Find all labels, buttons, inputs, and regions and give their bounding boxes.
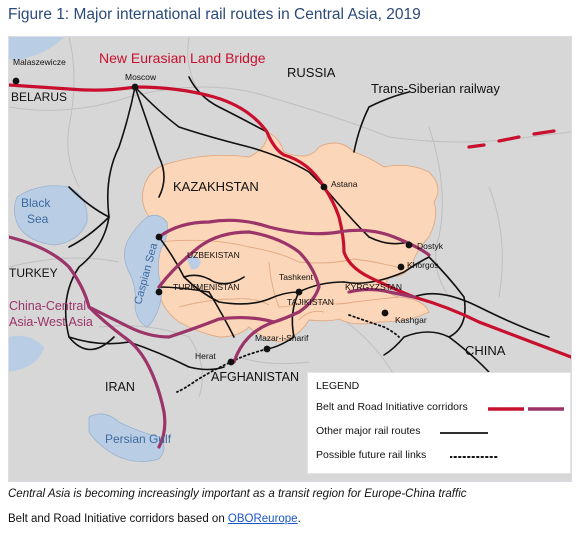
label-black-sea-1: Black (21, 196, 51, 210)
figure-caption: Central Asia is becoming increasingly im… (8, 488, 467, 500)
black-sea (14, 185, 88, 246)
legend-title: LEGEND (316, 380, 360, 392)
source-suffix: . (297, 513, 301, 525)
khorgos-dot (397, 263, 405, 271)
label-persian-gulf: Persian Gulf (105, 432, 172, 446)
mediterranean (9, 335, 44, 372)
label-belarus: BELARUS (11, 90, 67, 104)
turkmenbashi-dot (155, 288, 163, 296)
label-kyrgyzstan: KYRGYZSTAN (345, 282, 402, 292)
kashgar-dot (381, 309, 389, 317)
legend-other: Other major rail routes (316, 425, 420, 437)
label-khorgos: Khorgos (407, 260, 439, 270)
astana-dot (320, 183, 328, 191)
aral-sea (187, 255, 201, 270)
caspian-sea (124, 214, 168, 328)
label-iran: IRAN (105, 380, 135, 394)
source-link[interactable]: OBOReurope (227, 513, 298, 525)
bri-red-corridor (9, 83, 571, 359)
legend-other-label: Other major rail routes (316, 425, 421, 437)
figure-title: Figure 1: Major international rail route… (8, 6, 421, 23)
label-moscow: Moscow (125, 72, 157, 82)
legend-bri-label: Belt and Road Initiative corridors (316, 401, 468, 413)
label-tajikistan: TAJIKISTAN (287, 297, 334, 307)
label-uzbekistan: UZBEKISTAN (187, 250, 240, 260)
map-svg: New Eurasian Land Bridge RUSSIA Trans-Si… (9, 37, 571, 481)
moscow-dot (131, 83, 139, 91)
map-legend: LEGEND Belt and Road Initiative corridor… (307, 372, 571, 474)
label-kazakhstan: KAZAKHSTAN (173, 179, 259, 194)
label-dostyk: Dostyk (417, 241, 444, 251)
mazar-dot (263, 345, 271, 353)
dostyk-dot (405, 241, 413, 249)
label-black-sea-2: Sea (27, 212, 49, 226)
label-new-eurasian: New Eurasian Land Bridge (99, 50, 266, 66)
legend-future: Possible future rail links (316, 449, 426, 461)
persian-gulf-water (88, 413, 165, 462)
label-malaszewicze: Malaszewicze (13, 57, 66, 67)
label-mazar: Mazar-i-Sharif (255, 333, 309, 343)
herat-dot (227, 358, 235, 366)
source-note: Belt and Road Initiative corridors based… (8, 513, 301, 525)
source-prefix: Belt and Road Initiative corridors based… (8, 513, 228, 525)
label-herat: Herat (195, 351, 216, 361)
city-markers (12, 77, 413, 366)
rail-routes-map: New Eurasian Land Bridge RUSSIA Trans-Si… (8, 36, 572, 482)
label-kashgar: Kashgar (395, 315, 427, 325)
label-china-central-1: China-Central (9, 299, 86, 313)
label-afghanistan: AFGHANISTAN (211, 370, 299, 384)
label-china: CHINA (465, 343, 506, 358)
legend-other-swatch (440, 432, 488, 434)
label-china-central-2: Asia-West Asia (9, 315, 93, 329)
label-tashkent: Tashkent (279, 272, 314, 282)
caspian-port-dot (155, 233, 163, 241)
bri-purple-corridors (9, 218, 431, 449)
malaszewicze-dot (12, 77, 20, 85)
label-trans-siberian: Trans-Siberian railway (371, 81, 500, 96)
legend-bri: Belt and Road Initiative corridors (316, 401, 468, 413)
baltic-sea (9, 37, 64, 61)
label-turkmenistan: TURKMENISTAN (173, 282, 239, 292)
legend-future-label: Possible future rail links (316, 449, 427, 461)
label-astana: Astana (331, 179, 358, 189)
future-rail-links (176, 314, 400, 393)
legend-bri-swatch (488, 407, 564, 411)
label-russia: RUSSIA (287, 65, 336, 80)
label-turkey: TURKEY (9, 266, 58, 280)
tashkent-dot (295, 288, 303, 296)
legend-future-swatch (450, 456, 499, 458)
